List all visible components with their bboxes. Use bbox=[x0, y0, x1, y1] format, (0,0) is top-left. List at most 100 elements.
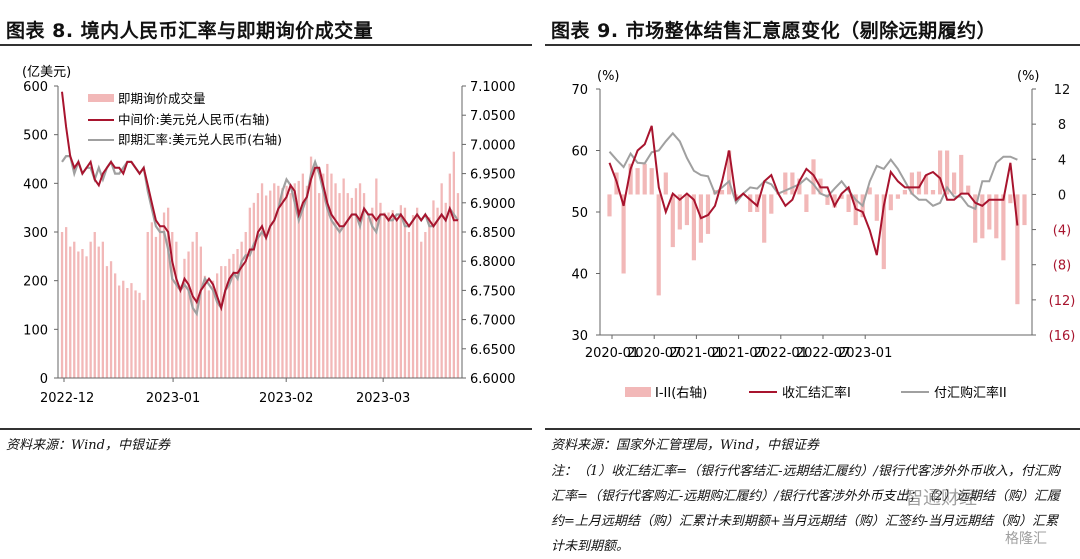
volume-bar bbox=[216, 273, 219, 378]
volume-bar bbox=[440, 183, 443, 378]
volume-bar bbox=[240, 241, 243, 378]
right-y-tick-label: (8) bbox=[1053, 259, 1071, 274]
legend-swatch-bars bbox=[88, 94, 114, 102]
difference-bar bbox=[994, 194, 999, 239]
difference-bar bbox=[621, 194, 626, 274]
difference-bar bbox=[691, 194, 696, 261]
difference-bar bbox=[748, 194, 753, 212]
right-source: 资料来源：国家外汇管理局，Wind，中银证券 bbox=[551, 438, 819, 453]
right-y-tick-label: 4 bbox=[1058, 153, 1066, 168]
difference-bar bbox=[607, 194, 612, 217]
volume-bar bbox=[118, 285, 121, 378]
left-y-tick-label: 500 bbox=[23, 129, 48, 144]
left-y-tick-label: 200 bbox=[23, 275, 48, 290]
left-legend: 即期询价成交量 中间价:美元兑人民币(右轴) 即期汇率:美元兑人民币(右轴) bbox=[88, 91, 282, 147]
difference-bar bbox=[874, 194, 879, 221]
left-chart: 600 500 400 300 200 100 0 7.1000 7.0500 7.0000 6.… bbox=[22, 65, 516, 406]
volume-bar bbox=[220, 266, 223, 378]
left-y-tick-label: 400 bbox=[23, 177, 48, 192]
left-figure: 图表 8. 境内人民币汇率与即期询价成交量 600 500 400 300 200 100… bbox=[0, 0, 532, 553]
volume-bar bbox=[293, 183, 296, 378]
right-y-tick-label: 12 bbox=[1054, 83, 1071, 98]
difference-bar bbox=[797, 178, 802, 195]
volume-bar bbox=[203, 275, 207, 378]
right-bottom-rule bbox=[545, 428, 1080, 430]
volume-bar bbox=[179, 285, 182, 378]
volume-bar bbox=[411, 215, 415, 378]
volume-bar bbox=[367, 217, 370, 378]
difference-bar bbox=[902, 190, 907, 195]
left-figure-title: 图表 8. 境内人民币汇率与即期询价成交量 bbox=[6, 20, 374, 42]
difference-bar bbox=[973, 194, 978, 243]
volume-bar bbox=[191, 241, 194, 378]
difference-bar bbox=[881, 194, 886, 270]
volume-bar bbox=[391, 210, 394, 378]
difference-bar bbox=[959, 154, 964, 195]
volume-bar bbox=[256, 193, 260, 378]
volume-bar bbox=[73, 241, 76, 378]
right-y-tick-label: 7.1000 bbox=[470, 80, 516, 95]
difference-bar bbox=[684, 194, 689, 226]
left-y-tick-label: 60 bbox=[571, 145, 588, 160]
volume-bar bbox=[85, 256, 88, 378]
volume-bar bbox=[228, 258, 231, 378]
left-y-tick-label: 100 bbox=[23, 323, 48, 338]
volume-bar bbox=[387, 212, 390, 378]
volume-bar bbox=[383, 212, 386, 378]
left-y-tick-label: 300 bbox=[23, 226, 48, 241]
right-figure-title: 图表 9. 市场整体结售汇意愿变化（剔除远期履约） bbox=[551, 20, 997, 42]
volume-bar bbox=[252, 202, 255, 378]
legend-label-spot: 即期汇率:美元兑人民币(右轴) bbox=[118, 132, 282, 147]
volume-bar bbox=[171, 232, 174, 378]
volume-bar bbox=[375, 178, 378, 378]
volume-bar bbox=[236, 249, 239, 378]
volume-bar bbox=[452, 151, 455, 378]
volume-bar bbox=[318, 193, 321, 378]
volume-bar bbox=[158, 227, 162, 378]
volume-bar bbox=[244, 232, 247, 378]
volume-bar bbox=[122, 280, 125, 378]
spot-rate-line bbox=[61, 154, 459, 317]
difference-bar bbox=[769, 194, 774, 214]
difference-bar bbox=[1015, 194, 1020, 305]
difference-bar bbox=[677, 194, 682, 230]
volume-bar bbox=[285, 185, 288, 378]
legend-label-mid: 中间价:美元兑人民币(右轴) bbox=[118, 112, 269, 127]
volume-bar bbox=[301, 173, 304, 378]
volume-bar bbox=[105, 266, 109, 378]
right-y-tick-label: (4) bbox=[1053, 224, 1071, 239]
difference-bar bbox=[628, 163, 633, 195]
volume-bar bbox=[289, 193, 292, 378]
volume-bar bbox=[444, 202, 447, 378]
difference-bar bbox=[635, 168, 640, 195]
volume-bar bbox=[326, 163, 329, 378]
difference-bar bbox=[839, 194, 844, 199]
payment-purchase-rate-line bbox=[608, 131, 1018, 211]
legend-label-bars: 即期询价成交量 bbox=[118, 91, 206, 106]
volume-bar bbox=[448, 173, 451, 378]
volume-bar bbox=[224, 266, 227, 378]
difference-bar bbox=[930, 190, 936, 195]
volume-bar bbox=[277, 185, 280, 378]
difference-bar bbox=[909, 172, 914, 195]
volume-bar bbox=[420, 241, 423, 378]
x-tick-label: 2020-01 bbox=[585, 346, 639, 361]
right-y-tick-label: 6.6500 bbox=[470, 343, 516, 358]
volume-bar bbox=[195, 232, 198, 378]
difference-bar bbox=[663, 172, 668, 195]
volume-bar bbox=[358, 183, 362, 378]
right-y-tick-label: 8 bbox=[1058, 118, 1066, 133]
x-tick-label: 2022-07 bbox=[796, 346, 850, 361]
right-y-tick-label: 6.8500 bbox=[470, 226, 516, 241]
watermark-wechat: 智通财经 bbox=[905, 488, 977, 509]
difference-bar bbox=[804, 194, 809, 212]
difference-bar bbox=[916, 171, 922, 195]
left-y-unit: (亿美元) bbox=[22, 65, 71, 80]
volume-bar bbox=[138, 292, 141, 378]
difference-bar bbox=[952, 172, 957, 195]
volume-bar bbox=[416, 207, 419, 378]
x-tick-label: 2023-01 bbox=[838, 346, 892, 361]
volume-bar bbox=[211, 280, 215, 378]
volume-bar bbox=[126, 288, 129, 378]
right-y-tick-label: 6.7000 bbox=[470, 314, 516, 329]
